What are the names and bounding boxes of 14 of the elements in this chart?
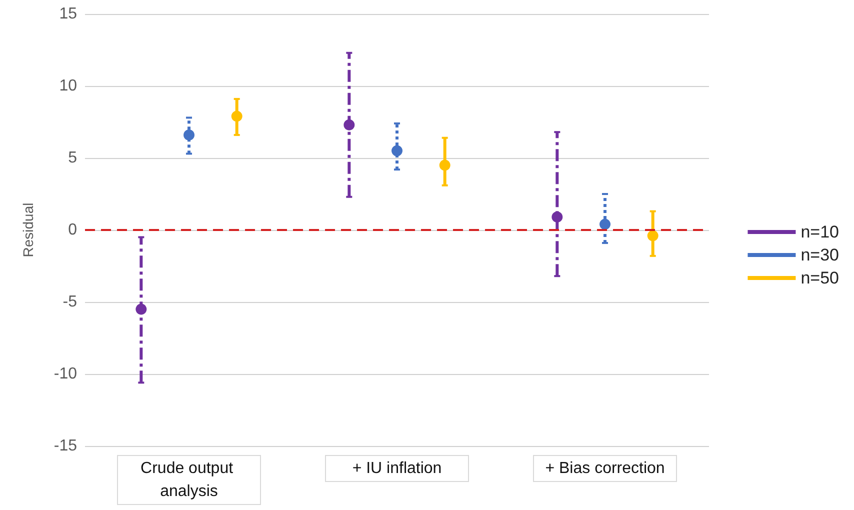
y-tick-label: -10 [54,366,78,382]
x-tick-label: + IU inflation [352,460,442,477]
legend-label: n=50 [800,268,840,288]
y-tick-label: -5 [62,294,78,310]
y-tick-label: 15 [59,6,78,22]
x-tick-label: + Bias correction [545,460,665,477]
y-tick-label: 10 [59,78,78,94]
y-tick-label: -15 [54,438,78,454]
legend-label: n=30 [800,246,840,264]
legend-label: n=10 [800,222,840,242]
y-tick-label: 5 [68,150,78,166]
y-tick-label: 0 [68,222,78,238]
y-axis-title: Residual [20,202,36,258]
x-tick-label: Crude output analysis [140,460,238,500]
